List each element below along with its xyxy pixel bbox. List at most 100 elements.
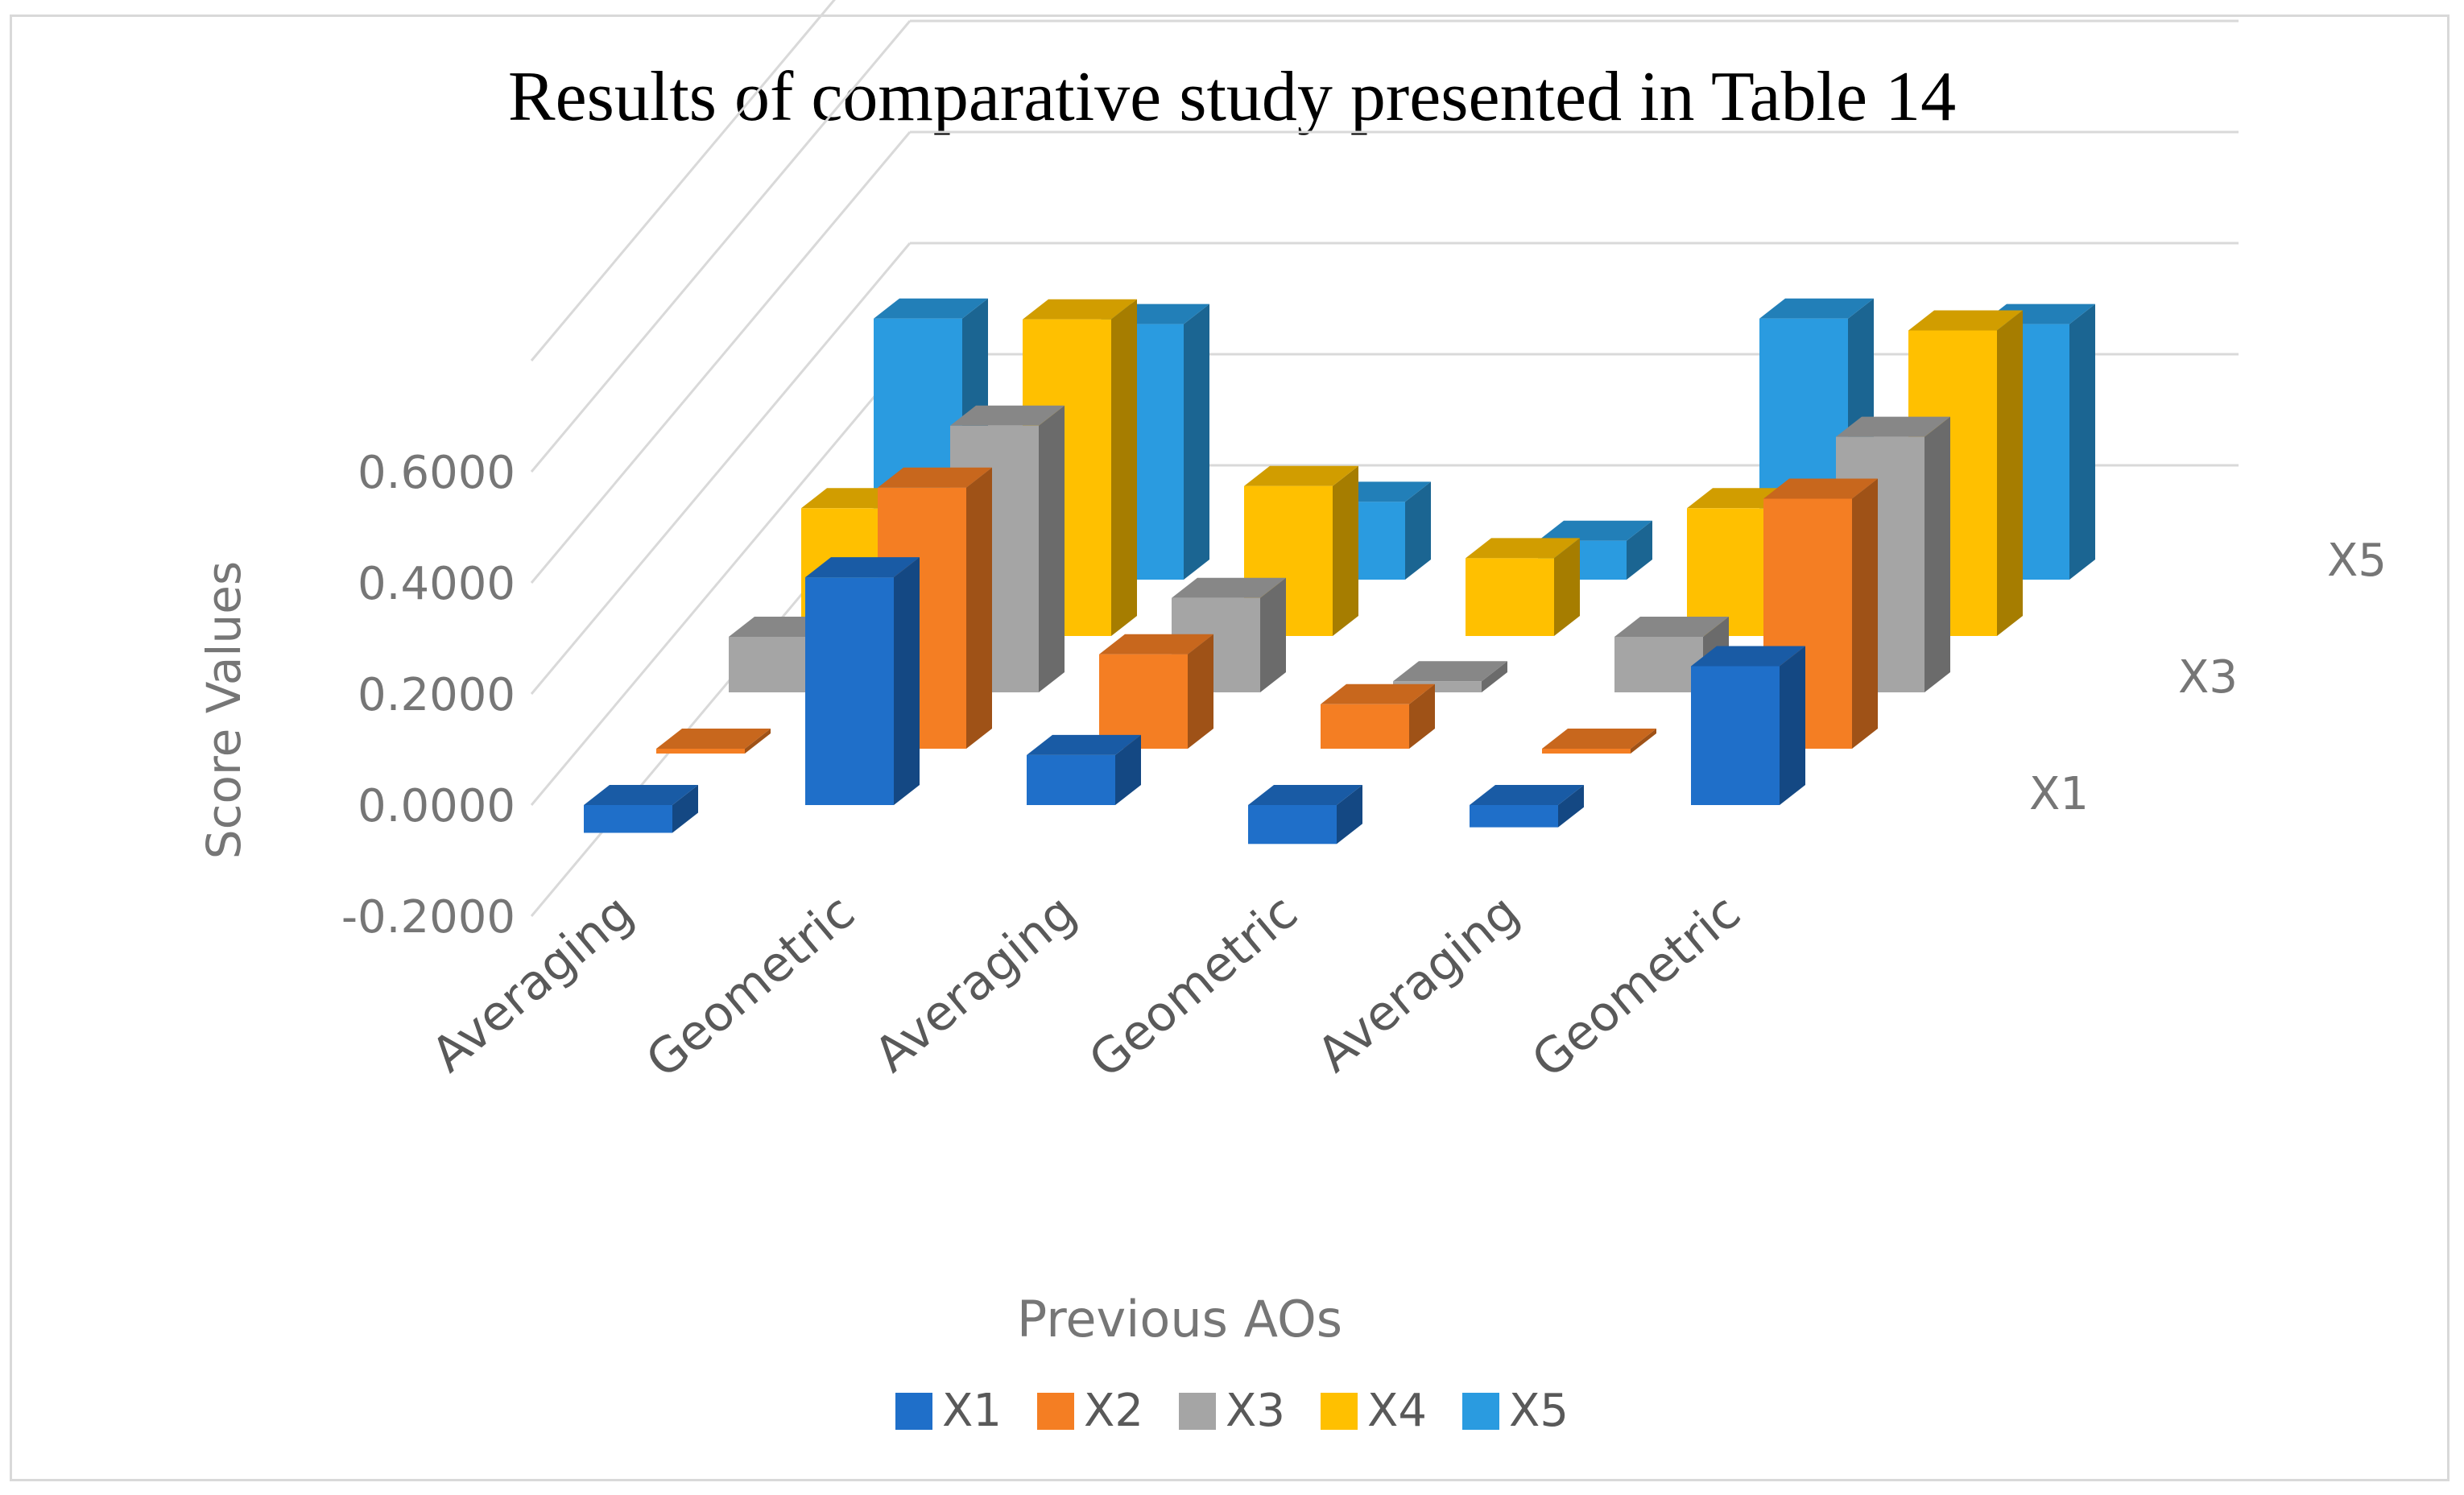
legend-swatch (895, 1392, 932, 1430)
bar-X2-2 (1099, 634, 1213, 749)
depth-tick-label: X5 (2327, 535, 2387, 587)
bar-X2-3 (1321, 683, 1435, 749)
gridline-side (530, 0, 836, 361)
y-axis-label: Score Values (196, 561, 251, 859)
bar-top (1691, 646, 1805, 667)
bar-side (966, 467, 992, 749)
bar-top (1836, 416, 1950, 437)
bar-side (672, 785, 698, 833)
bar-front (729, 637, 817, 692)
gridline-side (530, 131, 912, 584)
bar-front (1466, 558, 1554, 636)
bar-X1-1 (805, 557, 920, 805)
x-axis-label: Previous AOs (1017, 1290, 1342, 1348)
bar-X2-4 (1542, 729, 1656, 754)
bar-side (1482, 661, 1507, 692)
bar-X1-2 (1027, 734, 1141, 805)
bar-side (1260, 577, 1286, 692)
bar-front (805, 577, 894, 805)
y-tick-label: 0.2000 (358, 669, 515, 721)
legend-swatch (1321, 1392, 1358, 1430)
gridline-side (530, 353, 912, 806)
bar-side (1333, 465, 1358, 636)
bar-X1-4 (1470, 785, 1584, 828)
bars (584, 298, 2095, 845)
bar-side (1111, 299, 1137, 636)
bar-top (1614, 617, 1729, 637)
bar-X3-3 (1393, 661, 1507, 692)
bar-top (1466, 538, 1580, 559)
bar-top (1321, 683, 1435, 704)
bar-side (1997, 310, 2023, 636)
bar-front (1687, 508, 1776, 636)
chart-frame (10, 14, 2450, 1481)
bar-X2-1 (878, 467, 992, 749)
legend-item-x4: X4 (1321, 1385, 1427, 1437)
bar-top (805, 557, 920, 578)
bar-side (1554, 538, 1580, 636)
bar-top (1759, 298, 1874, 319)
legend-label: X3 (1226, 1385, 1285, 1437)
bar-X3-2 (1172, 577, 1286, 692)
bar-front (1470, 805, 1558, 828)
x-tick-label: Averaging (1307, 884, 1530, 1084)
bar-top (1393, 661, 1507, 682)
bar-front (1321, 704, 1409, 749)
legend: X1 X2 X3 X4 X5 (0, 1385, 2464, 1441)
bar-side (1039, 405, 1065, 692)
legend-label: X4 (1367, 1385, 1427, 1437)
legend-label: X2 (1084, 1385, 1143, 1437)
legend-swatch (1179, 1392, 1216, 1430)
bar-top (878, 467, 992, 488)
bar-side (1337, 785, 1362, 845)
bar-top (1023, 299, 1137, 320)
bar-top (584, 785, 698, 805)
bar-front (1614, 637, 1703, 692)
bar-top (1172, 577, 1286, 598)
x-tick-label: Geometric (1522, 884, 1751, 1089)
chart-title: Results of comparative study presented i… (507, 58, 1957, 136)
bar-side (1631, 729, 1656, 754)
bar-front (1027, 754, 1115, 805)
bar-top (1099, 634, 1213, 655)
bar-side (1780, 646, 1805, 805)
legend-swatch (1462, 1392, 1499, 1430)
bar-side (1405, 481, 1431, 580)
bar-side (1558, 785, 1584, 828)
bar-top (1542, 729, 1656, 749)
bar-top (656, 729, 771, 749)
bar-side (1409, 683, 1435, 749)
depth-tick-label: X3 (2178, 651, 2238, 704)
bar-top (950, 405, 1065, 426)
y-tick-label: -0.2000 (341, 891, 515, 944)
bar-front (1691, 666, 1780, 805)
bar-top (1908, 310, 2023, 331)
depth-tick-label: X1 (2029, 768, 2089, 820)
bar-side (1627, 520, 1652, 580)
bar-side (1184, 304, 1209, 580)
x-tick-label: Geometric (1079, 884, 1308, 1089)
bar-side (1852, 478, 1878, 749)
gridline-side (530, 242, 912, 695)
bar-X4-3 (1466, 538, 1580, 636)
bar-top (874, 298, 988, 319)
gridline-side (530, 20, 912, 473)
bar-side (1115, 734, 1141, 805)
bar-side (1188, 634, 1213, 749)
bar-X1-3 (1248, 785, 1362, 845)
y-tick-label: 0.4000 (358, 558, 515, 610)
x-tick-label: Geometric (636, 884, 866, 1089)
bar-front (584, 805, 672, 833)
bar-top (1763, 478, 1878, 499)
bar-side (1924, 416, 1950, 692)
y-tick-label: 0.0000 (358, 780, 515, 832)
bar-front (1542, 749, 1631, 754)
bar-top (1538, 520, 1652, 541)
bar-side (894, 557, 920, 805)
legend-item-x3: X3 (1179, 1385, 1285, 1437)
bar-front (1099, 654, 1188, 749)
bar-top (1027, 734, 1141, 755)
legend-swatch (1037, 1392, 1074, 1430)
x-tick-label: Averaging (864, 884, 1087, 1084)
